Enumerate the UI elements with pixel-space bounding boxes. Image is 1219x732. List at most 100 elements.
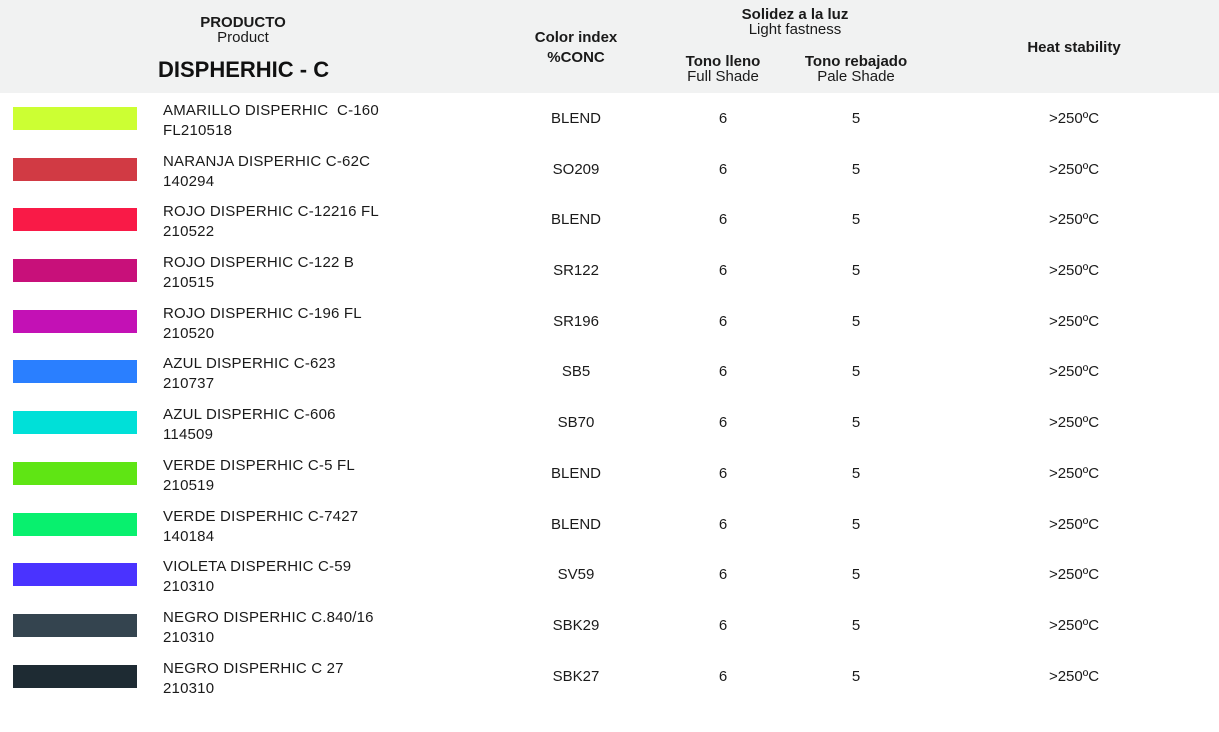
pale-shade-value: 5 xyxy=(851,262,861,280)
heat-stability-value: >250ºC xyxy=(1048,160,1100,178)
pale-shade-value: 5 xyxy=(851,515,861,533)
product-name-text: NARANJA DISPERHIC C-62C xyxy=(163,152,371,170)
color-index-value: BLEND xyxy=(550,110,602,127)
product-name-text: NEGRO DISPERHIC C.840/16 xyxy=(163,608,374,626)
product-name: VERDE DISPERHIC C-5 FL 210519 xyxy=(163,456,355,496)
heat-stability-value: >250ºC xyxy=(1048,363,1100,381)
full-shade-value: 6 xyxy=(718,211,728,229)
product-table: AMARILLO DISPERHIC C-160 FL210518 BLEND … xyxy=(0,94,1219,702)
product-name-text: ROJO DISPERHIC C-12216 FL xyxy=(163,203,379,221)
product-code: 114509 xyxy=(163,426,214,444)
product-label: Product xyxy=(217,29,269,46)
pale-shade-value: 5 xyxy=(851,160,861,178)
product-name: AMARILLO DISPERHIC C-160 FL210518 xyxy=(163,101,379,141)
product-name-text: AZUL DISPERHIC C-606 xyxy=(163,406,336,424)
table-row: VERDE DISPERHIC C-5 FL 210519 BLEND 6 5 … xyxy=(0,449,1219,500)
pale-shade-value: 5 xyxy=(851,566,861,584)
table-row: ROJO DISPERHIC C-196 FL 210520 SR196 6 5… xyxy=(0,297,1219,348)
product-name: ROJO DISPERHIC C-122 B 210515 xyxy=(163,253,354,293)
pale-shade-value: 5 xyxy=(851,667,861,685)
color-swatch xyxy=(13,563,137,587)
conc-label: %CONC xyxy=(547,49,605,66)
heat-stability-value: >250ºC xyxy=(1048,566,1100,584)
full-shade-value: 6 xyxy=(718,667,728,685)
full-shade-value: 6 xyxy=(718,110,728,127)
heat-stability-value: >250ºC xyxy=(1048,110,1100,127)
page-title: DISPHERHIC - C xyxy=(158,57,330,82)
heat-stability-value: >250ºC xyxy=(1048,312,1100,330)
color-swatch xyxy=(13,411,137,435)
product-name: AZUL DISPERHIC C-623 210737 xyxy=(163,354,336,394)
table-row: VERDE DISPERHIC C-7427 140184 BLEND 6 5 … xyxy=(0,500,1219,551)
pale-shade-value: 5 xyxy=(851,616,861,634)
heat-stability-value: >250ºC xyxy=(1048,515,1100,533)
pale-shade-value: 5 xyxy=(851,464,861,482)
pale-shade-value: 5 xyxy=(851,312,861,330)
product-name-text: ROJO DISPERHIC C-122 B xyxy=(163,254,355,272)
heat-stability-value: >250ºC xyxy=(1048,464,1100,482)
color-index-value: SB5 xyxy=(561,363,591,381)
product-code: 140184 xyxy=(163,527,215,545)
product-name: VIOLETA DISPERHIC C-59 210310 xyxy=(163,557,351,597)
product-code: 210310 xyxy=(163,578,215,596)
product-name-text: AMARILLO DISPERHIC C-160 xyxy=(163,102,379,119)
product-name-text: AZUL DISPERHIC C-623 xyxy=(163,355,336,373)
heat-stability-value: >250ºC xyxy=(1048,667,1100,685)
product-name: NARANJA DISPERHIC C-62C 140294 xyxy=(163,152,370,192)
pale-shade-value: 5 xyxy=(851,414,861,432)
color-index-value: SO209 xyxy=(552,160,600,178)
table-row: AZUL DISPERHIC C-606 114509 SB70 6 5 >25… xyxy=(0,398,1219,449)
color-swatch xyxy=(13,461,137,485)
table-row: AZUL DISPERHIC C-623 210737 SB5 6 5 >250… xyxy=(0,347,1219,398)
table-row: NEGRO DISPERHIC C.840/16 210310 SBK29 6 … xyxy=(0,601,1219,652)
tono-lleno-label: Tono lleno xyxy=(685,53,761,70)
product-name-text: VERDE DISPERHIC C-5 FL xyxy=(163,456,355,474)
full-shade-value: 6 xyxy=(718,160,728,178)
solidez-label: Solidez a la luz xyxy=(741,6,849,23)
color-index-value: SR196 xyxy=(553,312,599,330)
color-swatch xyxy=(13,512,137,536)
color-index-value: SV59 xyxy=(557,566,595,584)
tono-rebajado-label: Tono rebajado xyxy=(804,53,908,70)
product-name-text: ROJO DISPERHIC C-196 FL xyxy=(163,304,362,322)
full-shade-value: 6 xyxy=(718,414,728,432)
heat-stability-label: Heat stability xyxy=(1027,39,1121,56)
product-code: 140294 xyxy=(163,172,215,190)
producto-label: PRODUCTO xyxy=(200,14,286,31)
heat-stability-value: >250ºC xyxy=(1048,616,1100,634)
full-shade-label: Full Shade xyxy=(687,68,759,85)
product-name-text: VIOLETA DISPERHIC C-59 xyxy=(163,558,352,576)
product-name: NEGRO DISPERHIC C.840/16 210310 xyxy=(163,608,374,648)
product-name-text: VERDE DISPERHIC C-7427 xyxy=(163,507,359,525)
full-shade-value: 6 xyxy=(718,515,728,533)
table-row: NARANJA DISPERHIC C-62C 140294 SO209 6 5… xyxy=(0,145,1219,196)
color-swatch xyxy=(13,157,137,181)
color-swatch xyxy=(13,360,137,384)
product-name: VERDE DISPERHIC C-7427 140184 xyxy=(163,507,358,547)
color-index-value: SB70 xyxy=(557,414,595,432)
full-shade-value: 6 xyxy=(718,312,728,330)
table-row: ROJO DISPERHIC C-12216 FL 210522 BLEND 6… xyxy=(0,195,1219,246)
color-index-label: Color index xyxy=(534,29,618,46)
full-shade-value: 6 xyxy=(718,464,728,482)
color-index-value: SR122 xyxy=(553,262,599,280)
heat-stability-value: >250ºC xyxy=(1048,262,1100,280)
full-shade-value: 6 xyxy=(718,262,728,280)
product-code: 210737 xyxy=(163,375,215,393)
product-code: 210515 xyxy=(163,274,215,292)
product-name: NEGRO DISPERHIC C 27 210310 xyxy=(163,659,344,699)
product-code: 210310 xyxy=(163,628,215,646)
color-swatch xyxy=(13,107,137,130)
color-index-value: BLEND xyxy=(550,515,602,533)
product-name: ROJO DISPERHIC C-12216 FL 210522 xyxy=(163,202,379,242)
full-shade-value: 6 xyxy=(718,616,728,634)
product-name: AZUL DISPERHIC C-606 114509 xyxy=(163,405,336,445)
pale-shade-value: 5 xyxy=(851,211,861,229)
color-index-value: BLEND xyxy=(550,464,602,482)
full-shade-value: 6 xyxy=(718,566,728,584)
table-row: ROJO DISPERHIC C-122 B 210515 SR122 6 5 … xyxy=(0,246,1219,297)
pale-shade-label: Pale Shade xyxy=(817,68,895,85)
color-swatch xyxy=(13,208,137,232)
product-code: 210520 xyxy=(163,324,215,342)
product-code: 210519 xyxy=(163,476,215,494)
